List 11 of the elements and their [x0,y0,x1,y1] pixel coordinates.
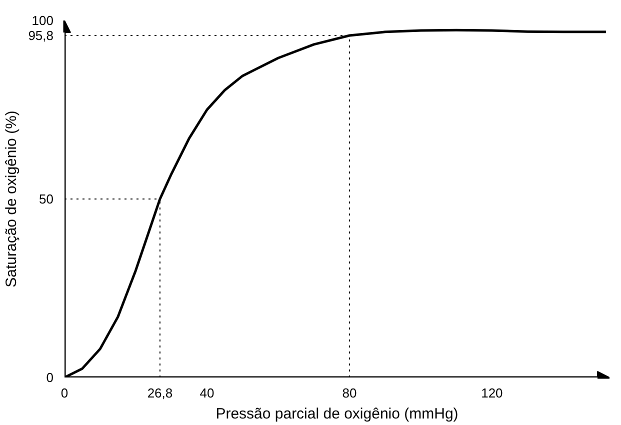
y-tick-label: 100 [32,13,54,28]
y-tick-label: 95,8 [28,28,54,43]
x-tick-label: 0 [60,386,68,400]
x-tick-label: 26,8 [147,386,173,400]
x-tick-label: 120 [481,386,503,400]
x-tick-label: 80 [342,386,357,400]
y-tick-label: 50 [39,192,54,206]
y-axis-title: Saturação de oxigênio (%) [3,110,20,288]
y-tick-label: 0 [46,370,54,385]
x-axis-title: Pressão parcial de oxigênio (mmHg) [216,406,458,422]
x-tick-label: 40 [200,386,214,400]
